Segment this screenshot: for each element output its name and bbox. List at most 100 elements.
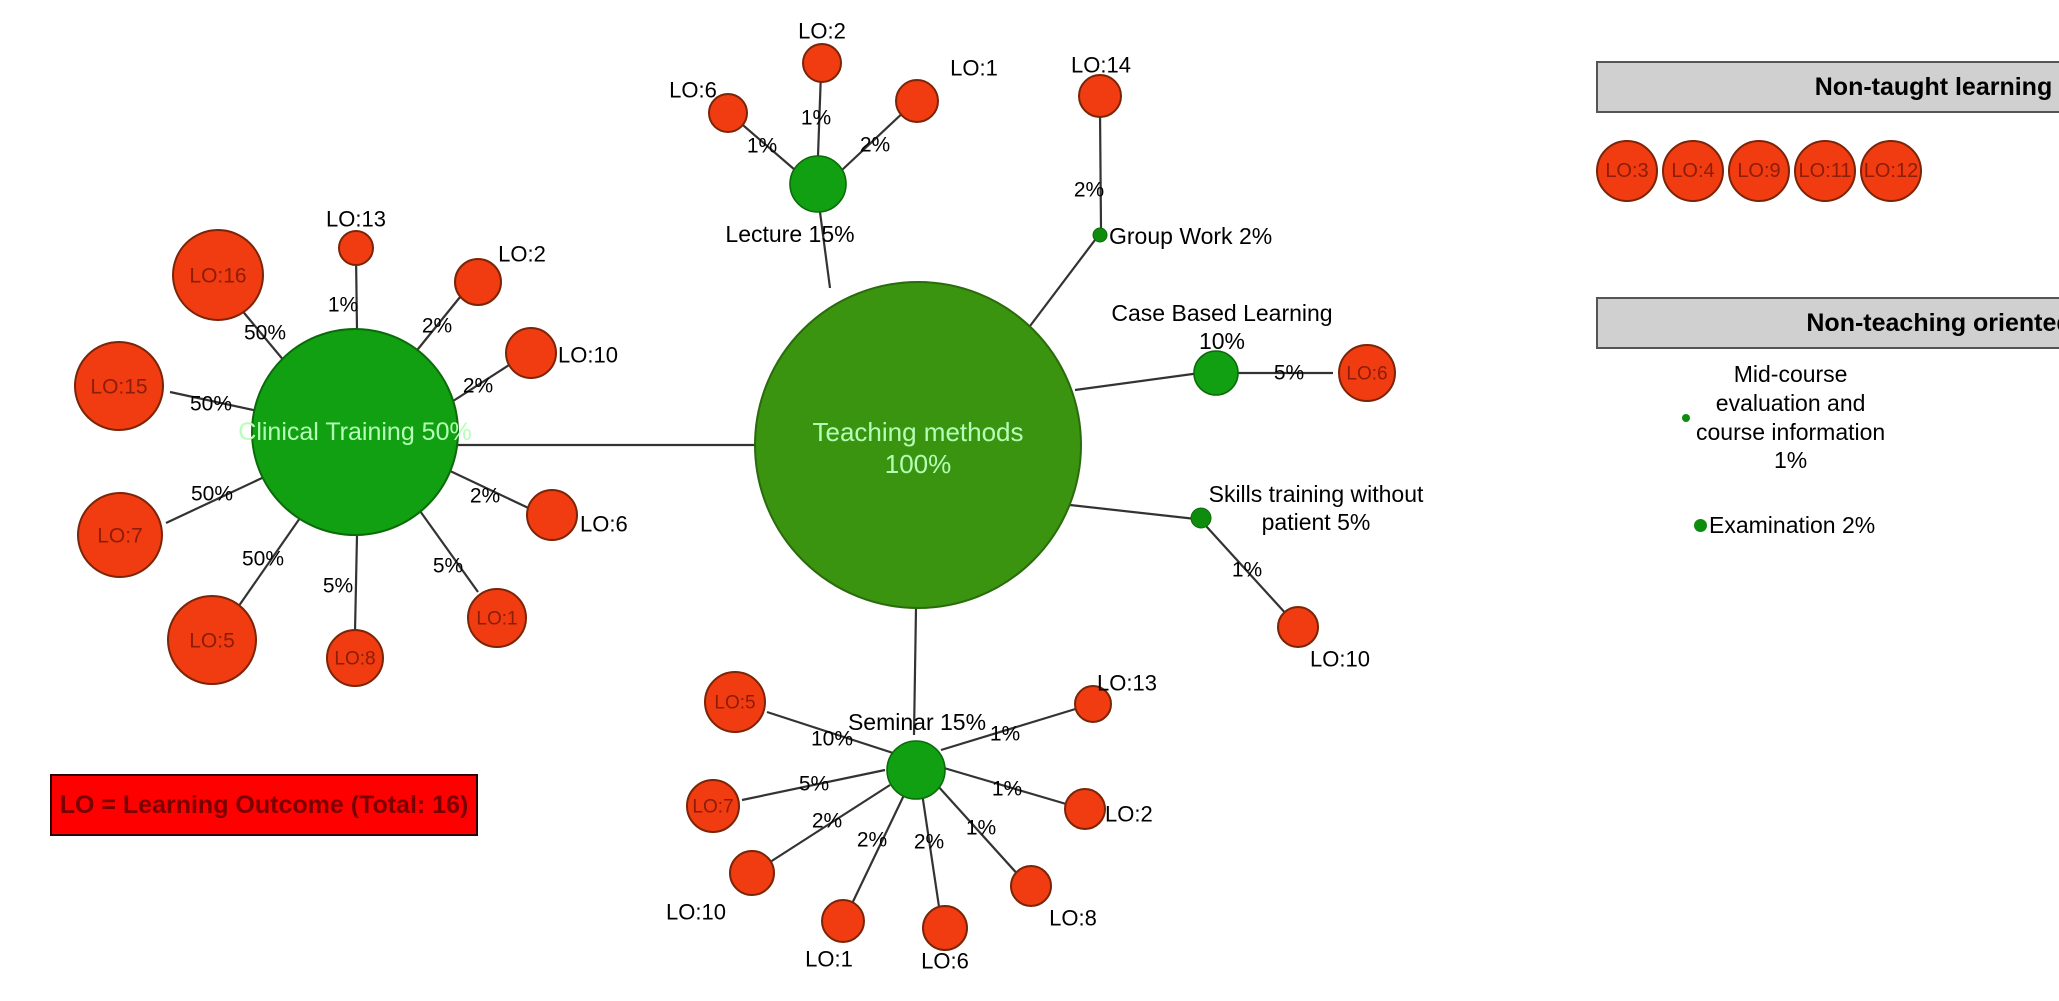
- node-lo5-seminar-label: LO:5: [714, 693, 755, 714]
- pct-clinical-lo5: 50%: [242, 548, 284, 571]
- pct-clinical-lo15: 50%: [190, 393, 232, 416]
- node-lo2-lecture[interactable]: [802, 43, 842, 83]
- edge-seminar-lo7: [741, 768, 886, 802]
- node-group-work[interactable]: [1092, 227, 1108, 243]
- node-lecture-label: Lecture 15%: [725, 221, 854, 247]
- node-lo10-seminar[interactable]: [729, 850, 775, 896]
- edge-seminar-lo8: [936, 784, 1022, 879]
- edge-root-seminar: [912, 607, 918, 736]
- node-clinical-training-label: Clinical Training 50%: [238, 418, 471, 446]
- pct-seminar-lo6: 2%: [914, 831, 944, 854]
- learning-outcome-legend: LO = Learning Outcome (Total: 16): [50, 774, 478, 836]
- edge-root-groupwork: [1026, 235, 1099, 331]
- pct-seminar-lo5: 10%: [811, 728, 853, 751]
- edge-groupwork-lo14: [1098, 109, 1103, 229]
- lo-chip[interactable]: LO:12: [1860, 140, 1922, 202]
- lo-chip[interactable]: LO:11: [1794, 140, 1856, 202]
- node-lo5-seminar[interactable]: [704, 671, 766, 733]
- pct-lecture-lo6: 1%: [747, 135, 777, 158]
- node-seminar-label: Seminar 15%: [848, 709, 986, 735]
- node-case-based-learning[interactable]: [1193, 350, 1239, 396]
- node-lecture[interactable]: [789, 155, 847, 213]
- node-skills-label-line2: patient 5%: [1262, 509, 1371, 535]
- cluster-skills-training: LO:10 Skills training without patient 5%…: [1190, 481, 1424, 672]
- pct-clinical-lo6: 2%: [470, 485, 500, 508]
- pct-clinical-lo2: 2%: [422, 315, 452, 338]
- node-lo6-lecture-label: LO:6: [669, 78, 717, 103]
- non-taught-learning-outcomes-header: Non-taught learning outcomes: [1596, 61, 2059, 113]
- node-lo2-seminar[interactable]: [1064, 788, 1106, 830]
- node-lo8-seminar[interactable]: [1010, 865, 1052, 907]
- node-lo16[interactable]: [172, 229, 264, 321]
- node-case-based-label-line1: Case Based Learning: [1111, 300, 1332, 326]
- lo-chip[interactable]: LO:9: [1728, 140, 1790, 202]
- node-lo13-seminar-label: LO:13: [1097, 671, 1157, 696]
- node-lo6-clinical[interactable]: [526, 489, 578, 541]
- list-item[interactable]: Examination 2%: [1694, 512, 1875, 539]
- node-lo13-seminar[interactable]: [1074, 685, 1112, 723]
- node-lo1-clinical-label: LO:1: [476, 609, 517, 630]
- node-lo10-skills-label: LO:10: [1310, 647, 1370, 672]
- cluster-seminar: LO:5 LO:7 LO:10 LO:1 LO:6 LO:8 LO:2 LO:1…: [666, 671, 1157, 974]
- node-teaching-methods-label-line1: Teaching methods: [812, 417, 1023, 447]
- non-taught-learning-outcomes-list: LO:3 LO:4 LO:9 LO:11 LO:12: [1596, 136, 2059, 206]
- green-dot-icon: [1694, 519, 1707, 532]
- edge-seminar-lo10: [766, 784, 891, 865]
- node-lo10-clinical[interactable]: [505, 327, 557, 379]
- lo-chip[interactable]: LO:3: [1596, 140, 1658, 202]
- pct-skills-lo10: 1%: [1232, 559, 1262, 582]
- non-teaching-activity-label: Mid-course evaluation and course informa…: [1696, 361, 1886, 474]
- pct-clinical-lo16: 50%: [244, 322, 286, 345]
- pct-seminar-lo1: 2%: [857, 829, 887, 852]
- node-lo13-clinical[interactable]: [338, 230, 374, 266]
- node-lo5-clinical[interactable]: [167, 595, 257, 685]
- pct-clinical-lo7: 50%: [191, 483, 233, 506]
- node-lo1-lecture[interactable]: [895, 79, 939, 123]
- node-lo6-lecture[interactable]: [708, 93, 748, 133]
- node-lo6-seminar-label: LO:6: [921, 949, 969, 974]
- node-seminar[interactable]: [886, 740, 946, 800]
- edge-clinical-lo7: [165, 477, 263, 524]
- edge-seminar-lo6: [920, 792, 943, 921]
- node-lo7-label: LO:7: [97, 525, 143, 548]
- edge-root-skills: [1069, 503, 1197, 521]
- node-case-based-label-line2: 10%: [1199, 328, 1245, 354]
- node-clinical-training[interactable]: [251, 328, 459, 536]
- node-lo7-seminar[interactable]: [686, 779, 740, 833]
- node-lo6-seminar[interactable]: [922, 905, 968, 951]
- green-dot-icon: [1682, 413, 1690, 422]
- node-teaching-methods-label-line2: 100%: [885, 449, 952, 479]
- node-teaching-methods[interactable]: [754, 281, 1082, 609]
- node-lo2-lecture-label: LO:2: [798, 19, 846, 44]
- pct-seminar-lo13: 1%: [990, 723, 1020, 746]
- node-lo10-skills[interactable]: [1277, 606, 1319, 648]
- node-lo15[interactable]: [74, 341, 164, 431]
- node-skills-label-line1: Skills training without: [1209, 481, 1424, 507]
- node-lo15-label: LO:15: [90, 376, 147, 399]
- pct-clinical-lo1: 5%: [433, 555, 463, 578]
- non-teaching-activity-label: Examination 2%: [1709, 512, 1876, 538]
- non-teaching-oriented-activities-list: Mid-course evaluation and course informa…: [1596, 360, 2059, 540]
- node-lo1-clinical[interactable]: [467, 588, 527, 648]
- node-lo1-seminar[interactable]: [821, 899, 865, 943]
- node-lo6-casebased[interactable]: [1338, 344, 1396, 402]
- node-skills-training[interactable]: [1190, 507, 1212, 529]
- cluster-case-based-learning: LO:6 Case Based Learning 10% 5%: [1111, 300, 1396, 402]
- edge-clinical-lo8: [353, 534, 359, 633]
- edge-lecture-lo6: [736, 119, 796, 171]
- cluster-lecture: LO:6 LO:2 LO:1 Lecture 15% 1% 1% 2%: [669, 19, 998, 248]
- node-lo6-casebased-label: LO:6: [1346, 364, 1387, 385]
- node-lo8-clinical[interactable]: [326, 629, 384, 687]
- edge-clinical-lo15: [169, 390, 259, 413]
- node-lo14-groupwork-label: LO:14: [1071, 53, 1131, 78]
- lo-chip[interactable]: LO:4: [1662, 140, 1724, 202]
- list-item[interactable]: Mid-course evaluation and course informa…: [1682, 360, 1885, 475]
- node-lo7[interactable]: [77, 492, 163, 578]
- node-lo6-clinical-label: LO:6: [580, 512, 628, 537]
- edge-root-lecture: [818, 211, 832, 289]
- node-lo14-groupwork[interactable]: [1078, 74, 1122, 118]
- cluster-root: Teaching methods 100%: [754, 281, 1082, 609]
- node-lo2-clinical[interactable]: [454, 258, 502, 306]
